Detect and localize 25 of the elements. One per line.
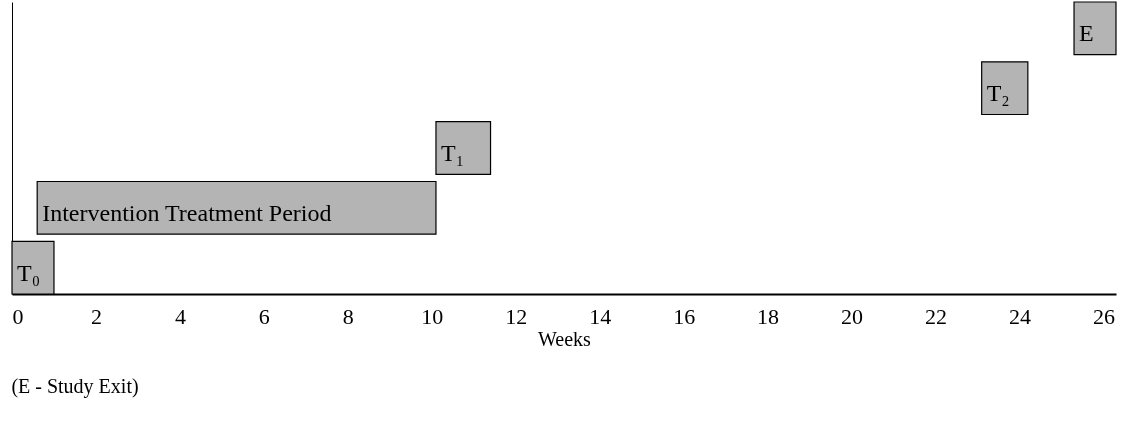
x-tick-label: 26 [1092, 303, 1115, 329]
data-label: Intervention Treatment Period [42, 199, 332, 226]
x-tick-label: 16 [673, 303, 696, 329]
x-tick-label: 14 [589, 303, 612, 329]
x-tick-label: 24 [1008, 303, 1031, 329]
x-tick-label: 6 [258, 303, 270, 329]
bar [435, 121, 492, 175]
x-tick-label: 0 [12, 303, 24, 329]
data-label: T₁ [440, 140, 464, 166]
bar [1073, 1, 1117, 56]
x-tick-label: 8 [342, 303, 354, 329]
x-tick-label: 10 [421, 303, 444, 329]
data-label: T₂ [986, 80, 1010, 107]
data-label: T₀ [17, 259, 41, 286]
x-tick-label: 4 [174, 303, 186, 329]
x-tick-label: 20 [841, 303, 864, 329]
x-tick-label: 2 [90, 303, 102, 329]
x-axis-title: Weeks [538, 327, 592, 350]
x-tick-label: 18 [757, 303, 780, 329]
x-tick-label: 12 [505, 303, 528, 329]
bar [36, 180, 437, 235]
data-label: E [1079, 20, 1094, 47]
bar [981, 61, 1029, 116]
x-tick-label: 22 [925, 303, 947, 329]
text: (E - Study Exit) [11, 375, 139, 398]
